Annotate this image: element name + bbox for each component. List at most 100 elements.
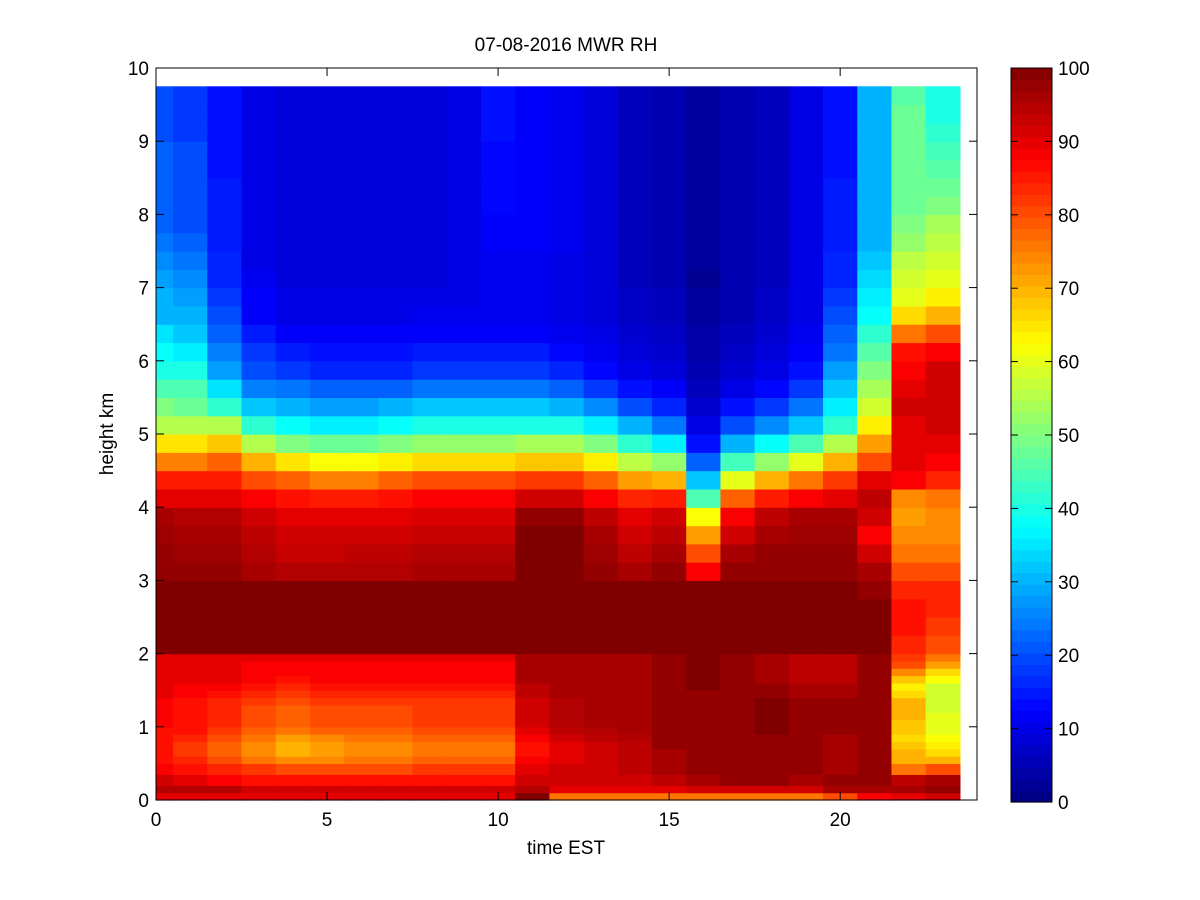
heatmap-cell-t18-h5 — [754, 748, 790, 757]
heatmap-cell-t15-h12 — [652, 697, 687, 706]
heatmap-cell-t4-h39 — [275, 269, 311, 289]
heatmap-cell-t3-h26 — [241, 507, 277, 527]
heatmap-cell-t17-h11 — [720, 704, 756, 713]
colorbar-segment — [1011, 756, 1052, 769]
colorbar-segment — [1011, 469, 1052, 482]
colorbar-segment — [1011, 148, 1052, 161]
heatmap-cell-t9-h30 — [446, 434, 482, 453]
heatmap-cell-t10-h40 — [480, 251, 516, 270]
heatmap-cell-t11-h7 — [515, 734, 550, 743]
heatmap-cell-t23-h7 — [925, 734, 961, 743]
heatmap-cell-t18-h31 — [754, 415, 790, 435]
heatmap-cell-t11-h44 — [515, 177, 550, 197]
heatmap-cell-t1-h3 — [173, 763, 208, 775]
heatmap-cell-t13-h47 — [583, 122, 619, 142]
heatmap-cell-t14-h30 — [617, 434, 653, 453]
heatmap-cell-t15-h20 — [652, 617, 687, 636]
x-tick-label: 20 — [830, 810, 851, 831]
heatmap-cell-t0-h29 — [156, 452, 174, 472]
heatmap-cell-t15-h21 — [652, 598, 687, 618]
heatmap-cell-t11-h10 — [515, 712, 550, 721]
heatmap-cell-t18-h18 — [754, 653, 790, 662]
heatmap-cell-t21-h34 — [857, 360, 893, 380]
heatmap-cell-t21-h47 — [857, 122, 893, 142]
heatmap-cell-t18-h28 — [754, 470, 790, 490]
heatmap-cell-t14-h21 — [617, 598, 653, 618]
heatmap-cell-t20-h37 — [823, 305, 858, 325]
heatmap-cell-t0-h14 — [156, 682, 174, 691]
heatmap-cell-t21-h1 — [857, 785, 893, 794]
heatmap-cell-t11-h30 — [515, 434, 550, 453]
heatmap-cell-t17-h7 — [720, 734, 756, 743]
heatmap-cell-t2-h9 — [207, 719, 243, 728]
heatmap-cell-t4-h33 — [275, 379, 311, 398]
heatmap-cell-t17-h6 — [720, 741, 756, 750]
heatmap-cell-t9-h23 — [446, 562, 482, 581]
heatmap-cell-t19-h1 — [788, 785, 824, 794]
heatmap-cell-t17-h30 — [720, 434, 756, 453]
heatmap-cell-t22-h44 — [891, 177, 927, 197]
heatmap-cell-t8-h21 — [412, 598, 448, 618]
heatmap-cell-t4-h36 — [275, 324, 311, 344]
heatmap-cell-t4-h40 — [275, 251, 311, 270]
heatmap-cell-t3-h23 — [241, 562, 277, 581]
heatmap-cell-t0-h2 — [156, 774, 174, 786]
heatmap-cell-t17-h3 — [720, 763, 756, 775]
heatmap-cell-t17-h39 — [720, 269, 756, 289]
heatmap-cell-t18-h30 — [754, 434, 790, 453]
heatmap-cell-t16-h2 — [686, 774, 722, 786]
heatmap-cell-t3-h2 — [241, 774, 277, 786]
heatmap-cell-t14-h14 — [617, 682, 653, 691]
heatmap-cell-t19-h39 — [788, 269, 824, 289]
heatmap-cell-t22-h23 — [891, 562, 927, 581]
heatmap-cell-t2-h3 — [207, 763, 243, 775]
heatmap-cell-t15-h15 — [652, 675, 687, 684]
heatmap-cell-t20-h44 — [823, 177, 858, 197]
heatmap-cell-t8-h25 — [412, 525, 448, 545]
heatmap-cell-t9-h36 — [446, 324, 482, 344]
heatmap-cell-t10-h31 — [480, 415, 516, 435]
heatmap-cell-t8-h27 — [412, 488, 448, 508]
heatmap-cell-t1-h17 — [173, 660, 208, 669]
heatmap-cell-t21-h11 — [857, 704, 893, 713]
heatmap-cell-t10-h19 — [480, 635, 516, 655]
heatmap-cell-t19-h10 — [788, 712, 824, 721]
heatmap-cell-t5-h20 — [309, 617, 345, 636]
heatmap-cell-t21-h10 — [857, 712, 893, 721]
heatmap-cell-t10-h49 — [480, 86, 516, 106]
heatmap-cell-t2-h20 — [207, 617, 243, 636]
heatmap-cell-t23-h10 — [925, 712, 961, 721]
heatmap-cell-t16-h9 — [686, 719, 722, 728]
colorbar-segment — [1011, 744, 1052, 757]
heatmap-cell-t14-h13 — [617, 690, 653, 699]
heatmap-cell-t7-h9 — [378, 719, 414, 728]
x-tick-label: 10 — [488, 810, 509, 831]
heatmap-cell-t11-h3 — [515, 763, 550, 775]
heatmap-cell-t10-h11 — [480, 704, 516, 713]
heatmap-cell-t16-h25 — [686, 525, 722, 545]
heatmap-cell-t20-h18 — [823, 653, 858, 662]
heatmap-cell-t2-h34 — [207, 360, 243, 380]
heatmap-cell-t13-h25 — [583, 525, 619, 545]
heatmap-cell-t21-h12 — [857, 697, 893, 706]
heatmap-cell-t16-h21 — [686, 598, 722, 618]
heatmap-cell-t15-h3 — [652, 763, 687, 775]
heatmap-cell-t13-h15 — [583, 675, 619, 684]
heatmap-cell-t18-h24 — [754, 543, 790, 563]
heatmap-cell-t20-h11 — [823, 704, 858, 713]
y-axis-label: height km — [97, 393, 118, 475]
heatmap-cell-t11-h1 — [515, 785, 550, 794]
heatmap-cell-t2-h27 — [207, 488, 243, 508]
colorbar-segment — [1011, 412, 1052, 425]
heatmap-cell-t9-h4 — [446, 756, 482, 764]
heatmap-cell-t2-h38 — [207, 287, 243, 307]
heatmap-cell-t23-h23 — [925, 562, 961, 581]
heatmap-cell-t18-h47 — [754, 122, 790, 142]
heatmap-cell-t11-h17 — [515, 660, 550, 669]
heatmap-cell-t4-h4 — [275, 756, 311, 764]
heatmap-cell-t0-h17 — [156, 660, 174, 669]
heatmap-cell-t12-h24 — [549, 543, 585, 563]
heatmap-cell-t11-h37 — [515, 305, 550, 325]
heatmap-cell-t1-h45 — [173, 159, 208, 179]
